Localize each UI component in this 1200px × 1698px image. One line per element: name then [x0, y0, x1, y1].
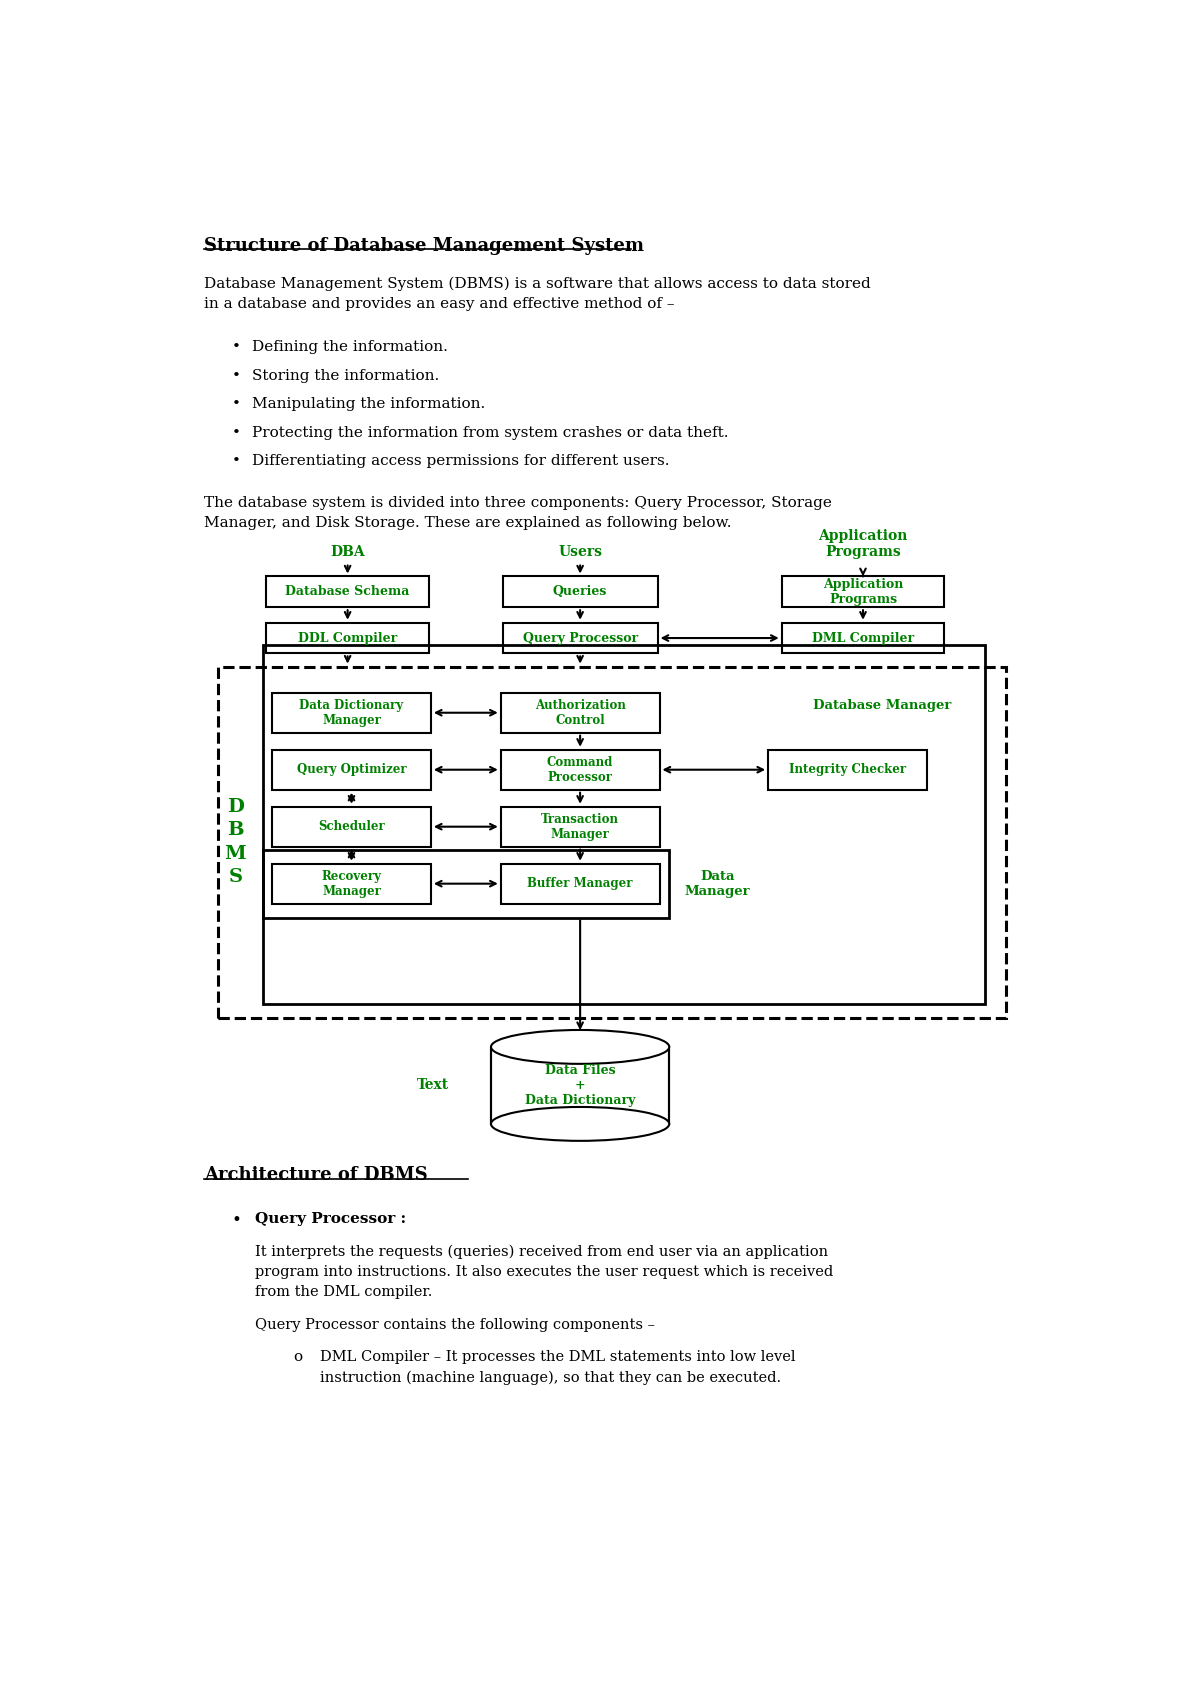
Text: •: •	[232, 340, 240, 355]
Text: Application
Programs: Application Programs	[818, 530, 907, 560]
Text: DML Compiler – It processes the DML statements into low level
instruction (machi: DML Compiler – It processes the DML stat…	[320, 1350, 796, 1386]
Text: Architecture of DBMS: Architecture of DBMS	[204, 1167, 428, 1184]
Text: Structure of Database Management System: Structure of Database Management System	[204, 236, 644, 255]
Text: DML Compiler: DML Compiler	[812, 632, 914, 645]
Text: Query Processor: Query Processor	[522, 632, 637, 645]
FancyBboxPatch shape	[500, 864, 660, 903]
FancyBboxPatch shape	[503, 623, 658, 654]
FancyBboxPatch shape	[272, 693, 431, 734]
Text: Query Processor contains the following components –: Query Processor contains the following c…	[254, 1318, 655, 1331]
FancyBboxPatch shape	[500, 693, 660, 734]
Text: Queries: Queries	[553, 586, 607, 598]
Text: It interprets the requests (queries) received from end user via an application
p: It interprets the requests (queries) rec…	[254, 1245, 833, 1299]
FancyBboxPatch shape	[266, 576, 430, 608]
FancyBboxPatch shape	[781, 623, 944, 654]
Bar	[491, 1048, 670, 1124]
Text: Data Files
+
Data Dictionary: Data Files + Data Dictionary	[524, 1065, 635, 1107]
Text: Differentiating access permissions for different users.: Differentiating access permissions for d…	[252, 453, 670, 469]
Bar	[218, 667, 1007, 1017]
Text: Manipulating the information.: Manipulating the information.	[252, 397, 486, 411]
Text: Recovery
Manager: Recovery Manager	[322, 869, 382, 898]
Text: Database Schema: Database Schema	[286, 586, 410, 598]
FancyBboxPatch shape	[266, 623, 430, 654]
Text: •: •	[232, 1212, 241, 1229]
Text: •: •	[232, 368, 240, 382]
Text: Data Dictionary
Manager: Data Dictionary Manager	[300, 700, 403, 727]
Text: Buffer Manager: Buffer Manager	[527, 878, 632, 890]
Text: Integrity Checker: Integrity Checker	[788, 762, 906, 776]
Text: The database system is divided into three components: Query Processor, Storage
M: The database system is divided into thre…	[204, 496, 832, 530]
Bar	[263, 849, 668, 917]
FancyBboxPatch shape	[503, 576, 658, 608]
Text: Command
Processor: Command Processor	[547, 756, 613, 784]
Text: •: •	[232, 453, 240, 469]
FancyBboxPatch shape	[500, 751, 660, 790]
Text: D
B
M
S: D B M S	[224, 798, 246, 886]
Text: DBA: DBA	[330, 545, 365, 560]
Bar	[263, 645, 985, 1004]
Text: Data
Manager: Data Manager	[685, 869, 750, 898]
FancyBboxPatch shape	[272, 864, 431, 903]
Text: Scheduler: Scheduler	[318, 820, 385, 834]
FancyBboxPatch shape	[781, 576, 944, 608]
FancyBboxPatch shape	[500, 807, 660, 847]
Text: Query Optimizer: Query Optimizer	[296, 762, 407, 776]
Text: •: •	[232, 397, 240, 411]
FancyBboxPatch shape	[272, 807, 431, 847]
Text: o: o	[293, 1350, 302, 1363]
Text: Text: Text	[416, 1078, 449, 1092]
Text: Transaction
Manager: Transaction Manager	[541, 813, 619, 841]
Text: Storing the information.: Storing the information.	[252, 368, 439, 382]
Ellipse shape	[491, 1107, 670, 1141]
Text: DDL Compiler: DDL Compiler	[298, 632, 397, 645]
Text: Database Manager: Database Manager	[814, 698, 952, 711]
Text: Users: Users	[558, 545, 602, 560]
Text: Authorization
Control: Authorization Control	[535, 700, 625, 727]
Text: Query Processor :: Query Processor :	[254, 1212, 406, 1226]
FancyBboxPatch shape	[272, 751, 431, 790]
Text: Defining the information.: Defining the information.	[252, 340, 448, 355]
Text: Protecting the information from system crashes or data theft.: Protecting the information from system c…	[252, 426, 728, 440]
Text: Database Management System (DBMS) is a software that allows access to data store: Database Management System (DBMS) is a s…	[204, 277, 871, 311]
Text: •: •	[232, 426, 240, 440]
Text: Application
Programs: Application Programs	[823, 577, 904, 606]
FancyBboxPatch shape	[768, 751, 926, 790]
Ellipse shape	[491, 1031, 670, 1065]
